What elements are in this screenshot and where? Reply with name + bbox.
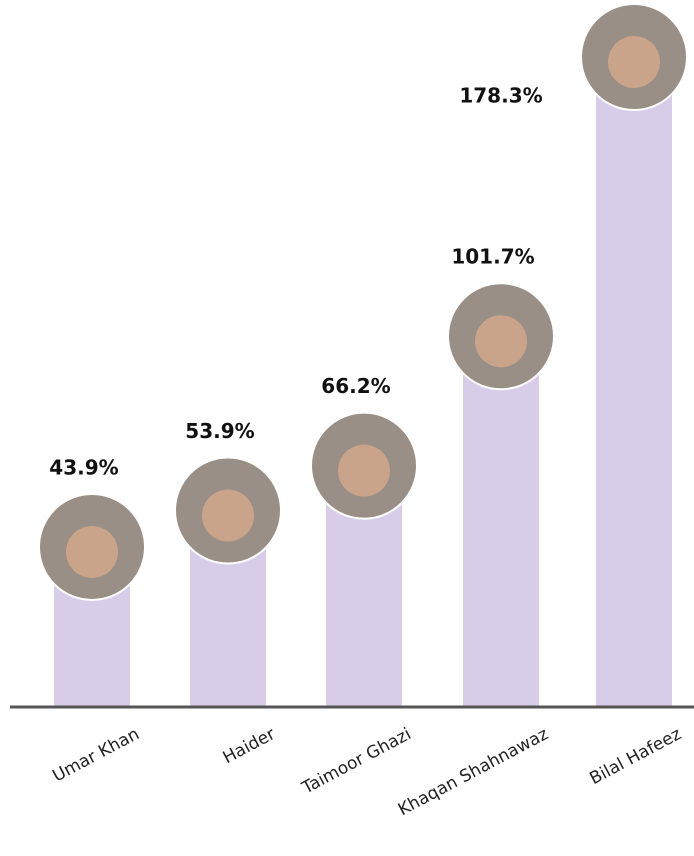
value-label: 101.7% — [451, 245, 534, 269]
avatar-face — [66, 526, 118, 578]
bar — [596, 57, 672, 707]
value-label: 66.2% — [321, 374, 390, 398]
avatar-face — [202, 490, 254, 542]
avatar-face — [338, 445, 390, 497]
avatar-face — [608, 36, 660, 88]
category-label: Umar Khan — [49, 724, 142, 786]
category-label: Taimoor Ghazi — [298, 724, 415, 799]
category-label: Khaqan Shahnawaz — [395, 724, 552, 820]
value-label: 178.3% — [459, 84, 542, 108]
category-label: Bilal Hafeez — [586, 724, 684, 789]
chart: 43.9% Umar Khan 53.9% Haider 66.2% Taimoor Gh… — [0, 0, 694, 856]
bar — [463, 336, 539, 707]
value-label: 53.9% — [185, 419, 254, 443]
category-label: Haider — [220, 724, 279, 768]
value-label: 43.9% — [49, 455, 118, 479]
avatar-face — [475, 315, 527, 367]
